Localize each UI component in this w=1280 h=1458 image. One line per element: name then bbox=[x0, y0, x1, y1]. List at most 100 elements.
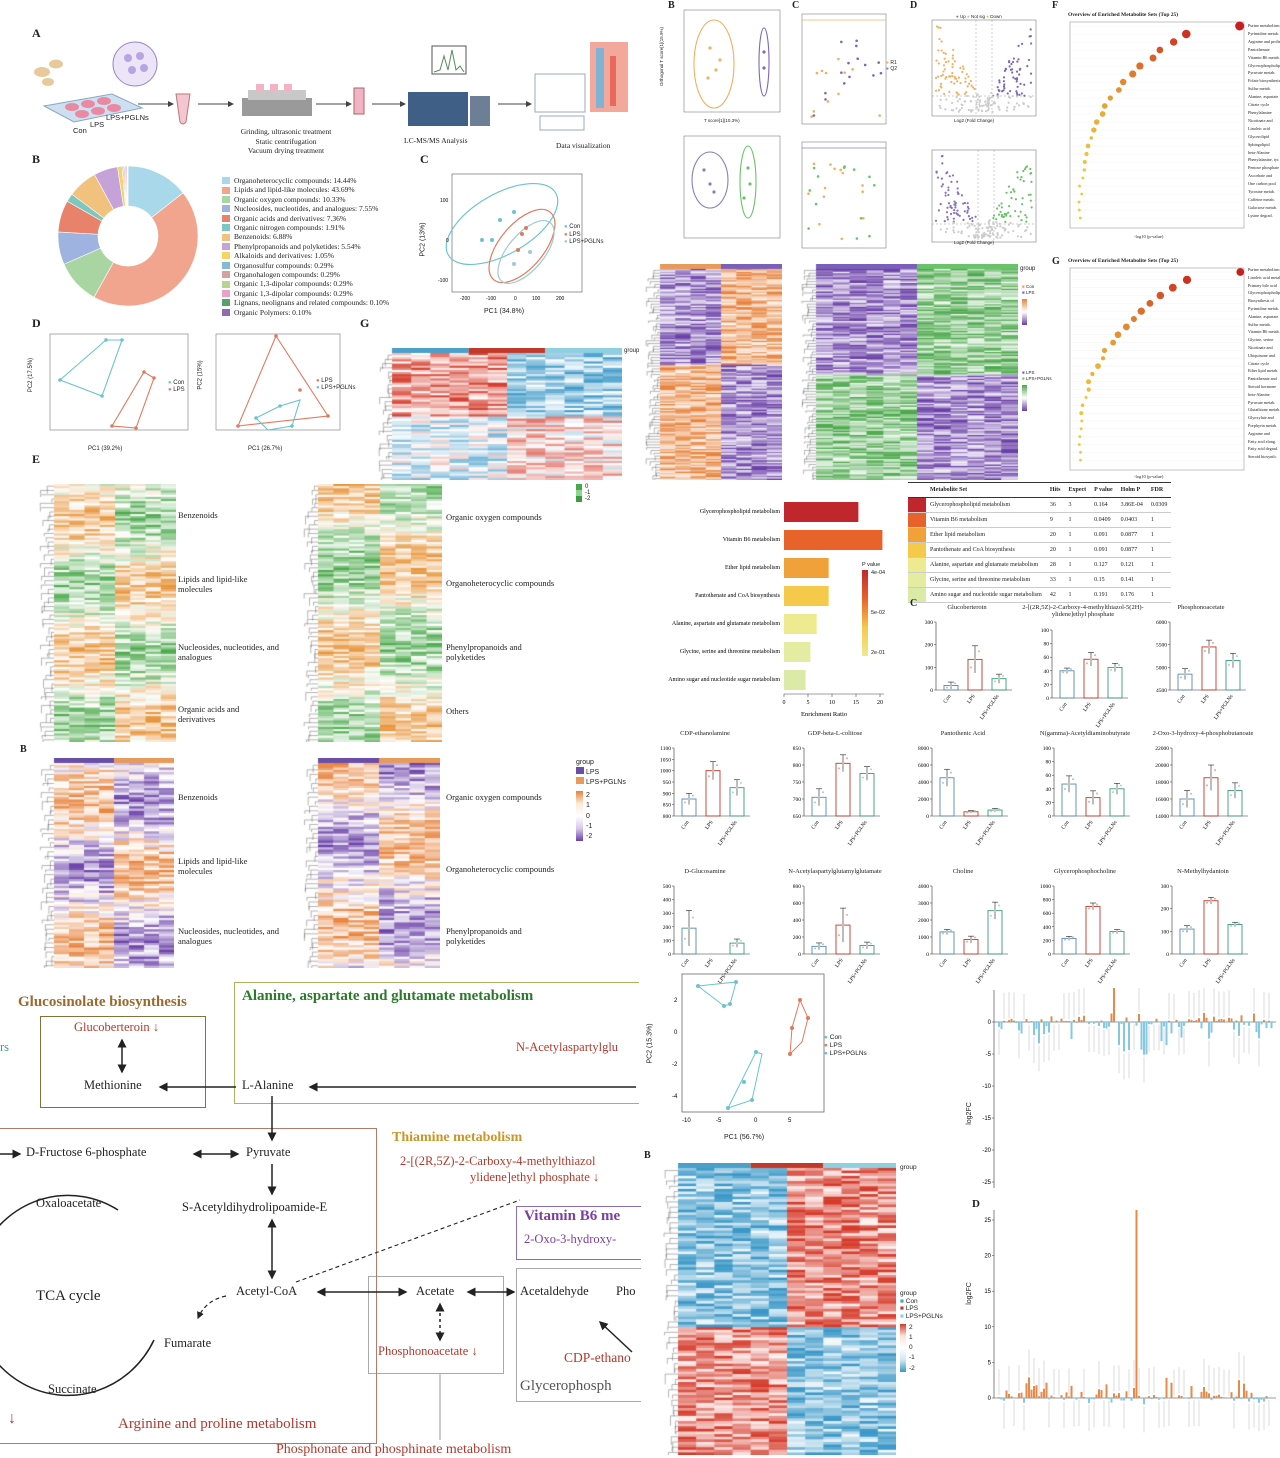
group-con-label: Con bbox=[73, 126, 87, 135]
legend-title: group bbox=[900, 1290, 943, 1298]
fc-bar bbox=[1243, 1022, 1245, 1025]
y-tick-label: 4500 bbox=[1156, 688, 1167, 694]
volcano-point bbox=[1015, 90, 1017, 92]
volcano-point bbox=[965, 91, 967, 93]
fc-bar bbox=[1073, 1020, 1075, 1022]
volcano-point bbox=[987, 230, 989, 232]
class-label: Organic acids and derivatives bbox=[178, 704, 278, 724]
fc-bar bbox=[1218, 1395, 1220, 1398]
fc-bar bbox=[1253, 1014, 1255, 1022]
table-cell: 20 bbox=[1046, 543, 1065, 558]
volcano-point bbox=[948, 91, 950, 93]
enrichment-dot bbox=[1100, 111, 1106, 117]
enrichment-dot bbox=[1102, 348, 1107, 353]
enrichment-dot bbox=[1170, 38, 1177, 45]
volcano-point bbox=[1016, 92, 1018, 94]
y-tick-label: 80 bbox=[1044, 642, 1050, 648]
fc-bar bbox=[1216, 1396, 1218, 1398]
legend-lps-pglns: ● LPS+PGLNs bbox=[824, 1050, 867, 1058]
bar bbox=[812, 946, 826, 954]
heatmap-g bbox=[374, 348, 622, 480]
volcano-point bbox=[943, 64, 945, 66]
perm-legend: ● R1 ● Q2 bbox=[886, 60, 897, 72]
fc-bar bbox=[1116, 1396, 1118, 1398]
volcano-point bbox=[957, 231, 959, 233]
volcano-point bbox=[989, 219, 991, 221]
perm-point bbox=[824, 98, 827, 101]
volcano-point bbox=[985, 233, 987, 235]
fc-bar bbox=[1158, 1398, 1160, 1400]
volcano-point bbox=[941, 49, 943, 51]
legend-lps-pglns: ● LPS+PGLNs bbox=[564, 239, 603, 247]
legend-label: Benzenoids: 6.88% bbox=[234, 232, 292, 241]
x-tick-label: LPS bbox=[962, 958, 972, 969]
enrichment-bar-label: Ether lipid metabolism bbox=[725, 565, 780, 571]
legend-swatch bbox=[222, 205, 230, 212]
volcano-point bbox=[1022, 197, 1024, 199]
volcano-point bbox=[949, 76, 951, 78]
volcano-point bbox=[962, 219, 964, 221]
volcano-point bbox=[967, 222, 969, 224]
y-tick-label: -25 bbox=[982, 1180, 991, 1186]
enrichment-dot bbox=[1131, 316, 1137, 322]
perm-point bbox=[864, 64, 867, 67]
volcano-point bbox=[957, 100, 959, 102]
dotplot-label: Fatty acid elong. bbox=[1248, 438, 1280, 446]
table-cell: 0.141 bbox=[1117, 573, 1147, 588]
enrichment-dot bbox=[1157, 47, 1164, 54]
x-tick-label: LPS bbox=[704, 958, 714, 969]
volcano-point bbox=[1015, 198, 1017, 200]
legend-q2: ● Q2 bbox=[886, 66, 897, 72]
volcano-point bbox=[966, 212, 968, 214]
fc-bar bbox=[1111, 1398, 1113, 1403]
volcano-point bbox=[952, 174, 954, 176]
dotplot-label: Vitamin B6 metab. bbox=[1248, 54, 1280, 62]
volcano-point bbox=[971, 217, 973, 219]
dotplot-label: Glycerophospholipid bbox=[1248, 62, 1280, 70]
fc-bar bbox=[1251, 1393, 1253, 1398]
perm-point bbox=[868, 235, 871, 238]
y-tick-label: 80 bbox=[1046, 760, 1052, 766]
enrichment-dot bbox=[1086, 144, 1091, 149]
fc-bar bbox=[1201, 1392, 1203, 1398]
volcano-point bbox=[998, 204, 1000, 206]
fc-bar bbox=[1021, 1393, 1023, 1398]
fc-bar bbox=[1031, 1390, 1033, 1398]
volcano-point bbox=[945, 194, 947, 196]
perm-point bbox=[824, 187, 827, 190]
bar bbox=[1062, 938, 1076, 954]
volcano-point bbox=[974, 236, 976, 238]
perm-point bbox=[861, 184, 864, 187]
table-cell: 1 bbox=[1064, 573, 1090, 588]
volcano-point bbox=[989, 235, 991, 237]
fc-bar bbox=[1203, 1387, 1205, 1398]
fc-bar bbox=[1041, 1019, 1043, 1022]
pca-d2-xlabel: PC1 (26.7%) bbox=[248, 446, 282, 452]
legend-swatch bbox=[222, 215, 230, 222]
volcano-plots bbox=[916, 10, 1040, 250]
fc-bar bbox=[1126, 1391, 1128, 1398]
pvalue-legend-title: P value bbox=[862, 562, 885, 568]
y-tick-label: 200 bbox=[1043, 938, 1052, 944]
enrichment-bar-label: Amino sugar and nucleotide sugar metabol… bbox=[668, 677, 780, 683]
x-axis-label: Enrichment Ratio bbox=[801, 711, 847, 718]
fc-bar bbox=[1111, 1014, 1113, 1022]
volcano-point bbox=[953, 82, 955, 84]
y-tick-label: 200 bbox=[793, 935, 802, 941]
volcano-point bbox=[991, 111, 993, 113]
legend-label: Organic nitrogen compounds: 1.91% bbox=[234, 223, 345, 232]
volcano-point bbox=[947, 189, 949, 191]
legend-swatch bbox=[222, 177, 230, 184]
y-tick-label: 15 bbox=[984, 1289, 991, 1295]
bar bbox=[940, 778, 954, 816]
donut-legend: Organoheterocyclic compounds: 14.44%Lipi… bbox=[222, 176, 389, 317]
fc-bar bbox=[1113, 988, 1115, 1022]
y-tick-label: 5000 bbox=[1156, 665, 1167, 671]
donut-legend-item: Organic nitrogen compounds: 1.91% bbox=[222, 223, 389, 232]
enrichment-dot bbox=[1083, 168, 1086, 171]
enrichment-dot bbox=[1085, 396, 1088, 399]
y-tick-label: 300 bbox=[1161, 884, 1170, 890]
